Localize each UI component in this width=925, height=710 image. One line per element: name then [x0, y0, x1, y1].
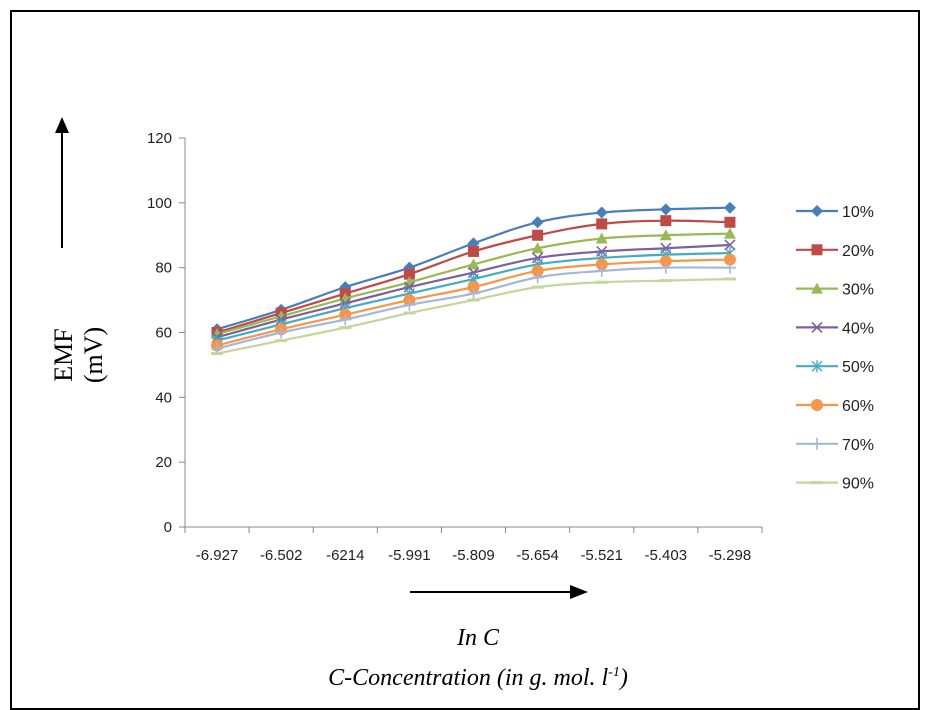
y-tick-label: 20	[155, 454, 172, 471]
data-point	[531, 242, 544, 254]
data-point	[724, 216, 736, 228]
legend-label: 10%	[842, 204, 874, 221]
data-point	[339, 313, 352, 326]
legend-label: 70%	[842, 437, 874, 454]
legend-item: 20%	[796, 243, 874, 260]
x-tick-label: -5.521	[580, 547, 623, 564]
data-point	[723, 227, 736, 239]
legend-label: 20%	[842, 243, 874, 260]
y-tick-label: 120	[147, 130, 172, 147]
data-point	[595, 206, 608, 219]
y-tick-label: 100	[147, 195, 172, 212]
data-point	[339, 326, 352, 330]
x-tick-label: -6214	[326, 547, 364, 564]
data-point	[275, 339, 288, 343]
legend: 10% 20% 30% 40% 50% 60% 70% 90%	[796, 204, 874, 493]
legend-item: 40%	[796, 320, 874, 337]
series-lines	[211, 201, 736, 356]
legend-label: 50%	[842, 359, 874, 376]
x-tick-label: -6.502	[260, 547, 303, 564]
legend-item: 10%	[796, 204, 874, 221]
data-point	[596, 218, 608, 230]
x-tick-label: -5.298	[709, 547, 752, 564]
legend-item: 60%	[796, 398, 874, 415]
data-point	[659, 203, 672, 216]
data-point	[659, 229, 672, 241]
data-point	[403, 311, 416, 315]
x-axis-label-line2: C-Concentration (in g. mol. l-1)	[328, 665, 628, 691]
data-point	[531, 285, 544, 289]
legend-item: 50%	[796, 359, 874, 376]
data-point	[723, 201, 736, 214]
y-tick-label: 80	[155, 260, 172, 277]
y-axis-label-line1: EMF	[49, 328, 78, 381]
data-point	[660, 215, 672, 227]
y-tick-label: 60	[155, 325, 172, 342]
data-point	[659, 261, 672, 274]
data-point	[275, 326, 288, 339]
data-point	[531, 216, 544, 229]
y-axis-label-line2: (mV)	[79, 327, 108, 383]
data-point	[531, 264, 544, 277]
data-point	[723, 253, 736, 266]
x-axis-label-line1: In C	[456, 625, 500, 651]
series-60pct	[211, 253, 736, 352]
legend-item: 90%	[796, 476, 874, 493]
legend-label: 90%	[842, 476, 874, 493]
legend-marker	[811, 437, 823, 450]
series-90pct	[211, 277, 736, 356]
data-point	[723, 277, 736, 281]
legend-label: 60%	[842, 398, 874, 415]
x-arrow-head	[570, 585, 588, 599]
legend-marker	[811, 360, 823, 373]
legend-marker	[811, 205, 823, 217]
data-point	[467, 258, 480, 270]
x-tick-label: -5.654	[516, 547, 559, 564]
data-point	[403, 268, 415, 280]
x-tick-label: -6.927	[196, 547, 239, 564]
data-point	[724, 239, 736, 251]
legend-item: 70%	[796, 437, 874, 454]
legend-marker	[811, 244, 823, 256]
data-point	[211, 352, 224, 356]
x-tick-label: -5.991	[388, 547, 431, 564]
legend-label: 30%	[842, 282, 874, 299]
y-tick-label: 40	[155, 389, 172, 406]
data-point	[659, 279, 672, 283]
data-point	[531, 271, 544, 284]
data-point	[467, 298, 480, 302]
legend-marker	[811, 282, 823, 294]
x-ticks: -6.927 -6.502 -6214 -5.991 -5.809 -5.654 -5.52…	[184, 527, 763, 564]
data-point	[659, 255, 672, 268]
y-ticks: 0 20 40 60 80 100 120	[147, 130, 185, 536]
data-point	[532, 229, 544, 241]
data-point	[595, 280, 608, 284]
legend-item: 30%	[796, 282, 874, 299]
data-point	[723, 261, 736, 274]
data-point	[468, 245, 479, 257]
y-tick-label: 0	[164, 519, 172, 536]
data-point	[467, 287, 480, 300]
data-point	[467, 281, 480, 294]
legend-marker	[811, 321, 823, 333]
legend-label: 40%	[842, 320, 874, 337]
data-point	[595, 264, 608, 277]
data-point	[595, 258, 608, 271]
data-point	[403, 298, 416, 311]
legend-marker	[811, 399, 823, 411]
y-arrow-head	[55, 117, 69, 133]
x-tick-label: -5.809	[452, 547, 495, 564]
series-70pct	[211, 261, 736, 355]
legend-marker	[811, 481, 823, 485]
data-point	[595, 232, 608, 244]
x-tick-label: -5.403	[645, 547, 688, 564]
